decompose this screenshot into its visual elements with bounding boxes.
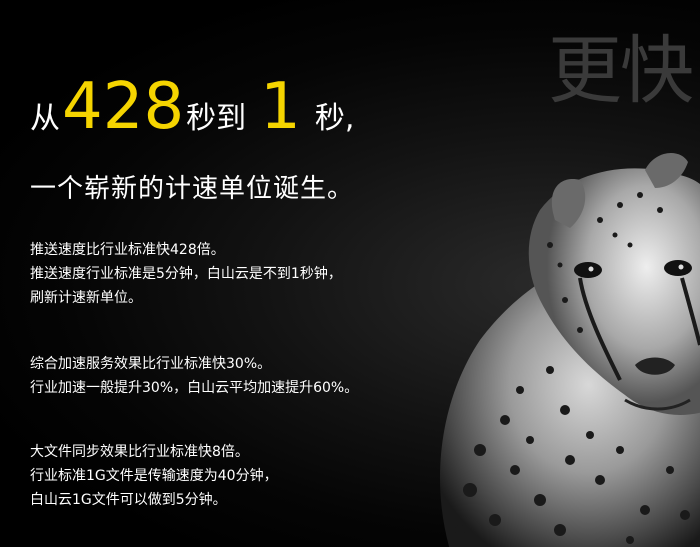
block-line: 刷新计速新单位。 bbox=[30, 290, 142, 306]
block-line: 行业加速一般提升30%，白山云平均加速提升60%。 bbox=[30, 380, 359, 396]
headline-prefix: 从 bbox=[30, 101, 60, 136]
feature-block-acceleration: 综合加速服务效果比行业标准快30%。 行业加速一般提升30%，白山云平均加速提升… bbox=[30, 352, 358, 400]
feature-block-file-sync: 大文件同步效果比行业标准快8倍。 行业标准1G文件是传输速度为40分钟， 白山云… bbox=[30, 440, 278, 512]
headline-number-1: 1 bbox=[260, 70, 301, 144]
block-line: 行业标准1G文件是传输速度为40分钟， bbox=[30, 468, 278, 484]
block-line: 白山云1G文件可以做到5分钟。 bbox=[30, 492, 227, 508]
block-line: 综合加速服务效果比行业标准快30%。 bbox=[30, 356, 272, 372]
feature-block-push-speed: 推送速度比行业标准快428倍。 推送速度行业标准是5分钟，白山云是不到1秒钟， … bbox=[30, 238, 342, 310]
headline: 从 428 秒到 1 秒, bbox=[30, 72, 354, 142]
watermark-text: 更快 bbox=[548, 28, 694, 114]
cheetah-icon bbox=[440, 152, 700, 547]
block-line: 推送速度行业标准是5分钟，白山云是不到1秒钟， bbox=[30, 266, 342, 282]
block-line: 大文件同步效果比行业标准快8倍。 bbox=[30, 444, 249, 460]
headline-number-428: 428 bbox=[62, 70, 185, 144]
headline-middle: 秒到 bbox=[186, 101, 247, 136]
headline-suffix: 秒, bbox=[314, 101, 355, 136]
subheadline: 一个崭新的计速单位诞生。 bbox=[30, 174, 355, 204]
block-line: 推送速度比行业标准快428倍。 bbox=[30, 242, 225, 258]
